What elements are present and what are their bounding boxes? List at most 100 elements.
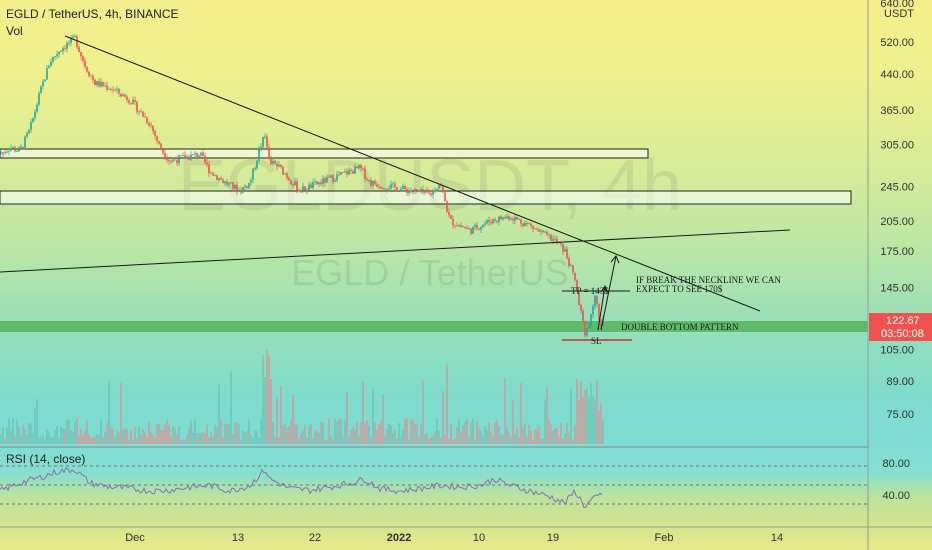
candle-body: [356, 166, 358, 169]
candle-body: [516, 217, 518, 220]
candle-body: [38, 93, 40, 105]
candle-body: [20, 146, 22, 148]
candle-body: [560, 243, 562, 245]
volume-bar: [244, 432, 246, 444]
candle-body: [216, 175, 218, 181]
volume-bar: [216, 427, 218, 444]
candle-body: [388, 188, 390, 190]
candle-body: [270, 158, 272, 165]
volume-bar: [320, 421, 322, 444]
candle-body: [392, 183, 394, 185]
support-zone[interactable]: [0, 321, 868, 332]
volume-bar: [570, 387, 572, 444]
volume-label[interactable]: Vol: [6, 24, 23, 38]
candle-body: [360, 164, 362, 169]
candle-body: [422, 189, 424, 193]
candle-body: [92, 75, 94, 80]
candle-body: [330, 175, 332, 178]
volume-bar: [436, 418, 438, 444]
candle-body: [590, 314, 592, 326]
candle-body: [544, 231, 546, 233]
descending-trendline[interactable]: [64, 35, 761, 312]
volume-bar: [500, 433, 502, 444]
candle-body: [594, 295, 596, 307]
volume-bar: [540, 438, 542, 444]
resistance-zone-upper[interactable]: [0, 148, 649, 159]
volume-bar: [58, 438, 60, 444]
volume-bar: [406, 418, 408, 444]
volume-bar: [166, 419, 168, 444]
current-price-tag[interactable]: [869, 313, 932, 341]
volume-bar: [6, 427, 8, 444]
candle-body: [552, 238, 554, 241]
candle-body: [104, 85, 106, 87]
volume-bar: [84, 431, 86, 444]
candle-body: [408, 190, 410, 194]
volume-bar: [410, 420, 412, 444]
volume-bar: [54, 430, 56, 444]
volume-bar: [46, 429, 48, 444]
candle-body: [432, 190, 434, 195]
volume-bar: [22, 425, 24, 444]
volume-bar: [430, 437, 432, 444]
candle-body: [276, 163, 278, 167]
candle-body: [120, 93, 122, 97]
candle-body: [340, 172, 342, 175]
resistance-zone-lower[interactable]: [0, 190, 852, 205]
candle-body: [192, 154, 194, 155]
volume-bar: [224, 424, 226, 444]
candle-body: [140, 111, 142, 113]
volume-bar: [134, 427, 136, 444]
volume-bar: [250, 435, 252, 444]
candle-body: [354, 166, 356, 174]
candle-body: [268, 147, 270, 159]
price-tick-label: 145.00: [880, 282, 914, 294]
candle-body: [420, 189, 422, 192]
candle-body: [94, 79, 96, 86]
candle-body: [542, 230, 544, 233]
candle-body: [508, 216, 510, 220]
candle-body: [492, 219, 494, 224]
volume-bar: [306, 438, 308, 444]
tp-arrow: [597, 285, 606, 331]
volume-bar: [136, 438, 138, 444]
volume-bar: [572, 439, 574, 444]
volume-bar: [290, 418, 292, 444]
candle-body: [290, 180, 292, 185]
neckline[interactable]: [0, 229, 791, 273]
candle-body: [438, 184, 440, 189]
candle-body: [410, 190, 412, 192]
candle-body: [406, 188, 408, 194]
candle-body: [30, 122, 32, 130]
candle-body: [232, 182, 234, 189]
candle-body: [478, 228, 480, 230]
volume-bar: [346, 392, 348, 444]
volume-bar: [14, 436, 16, 444]
volume-bar: [438, 430, 440, 444]
volume-bar: [34, 408, 36, 444]
candle-body: [554, 238, 556, 240]
candle-body: [98, 80, 100, 87]
volume-bar: [588, 397, 590, 444]
volume-bar: [458, 419, 460, 444]
volume-bar: [144, 432, 146, 444]
volume-bar: [110, 427, 112, 444]
volume-bar: [10, 430, 12, 444]
candle-body: [502, 217, 504, 220]
candle-body: [118, 88, 120, 94]
candle-body: [286, 173, 288, 178]
candle-body: [592, 306, 594, 315]
volume-bar: [2, 427, 4, 444]
candle-body: [56, 54, 58, 57]
candle-body: [428, 192, 430, 194]
volume-bar: [308, 426, 310, 444]
candle-body: [570, 265, 572, 267]
candle-body: [398, 191, 400, 193]
candle-body: [524, 223, 526, 226]
rsi-label[interactable]: RSI (14, close): [6, 452, 86, 466]
symbol-title[interactable]: EGLD / TetherUS, 4h, BINANCE: [6, 7, 179, 21]
candle-body: [338, 174, 340, 176]
volume-bar: [288, 426, 290, 444]
volume-bar: [416, 423, 418, 444]
